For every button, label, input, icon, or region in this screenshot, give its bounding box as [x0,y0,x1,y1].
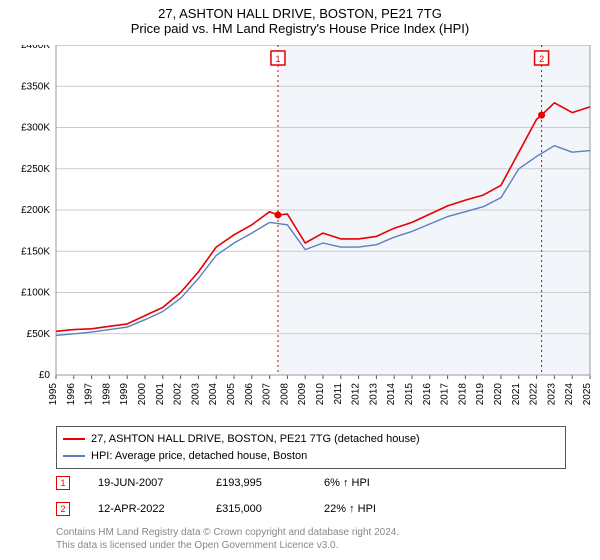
legend-swatch [63,455,85,457]
svg-text:2002: 2002 [173,383,184,406]
svg-text:£400K: £400K [21,45,50,51]
sale-marker-2: 2 [56,502,70,516]
svg-text:£200K: £200K [21,205,50,216]
chart-title-1: 27, ASHTON HALL DRIVE, BOSTON, PE21 7TG [0,0,600,21]
svg-text:£300K: £300K [21,123,50,134]
svg-text:1998: 1998 [101,383,112,406]
svg-text:2000: 2000 [137,383,148,406]
svg-text:2023: 2023 [546,383,557,406]
footer-line: This data is licensed under the Open Gov… [56,539,566,552]
svg-text:2014: 2014 [386,383,397,406]
svg-text:2011: 2011 [333,383,344,405]
svg-text:2012: 2012 [351,383,362,406]
svg-text:2004: 2004 [208,383,219,406]
svg-text:2021: 2021 [511,383,522,406]
svg-text:1997: 1997 [84,383,95,406]
svg-text:2006: 2006 [244,383,255,406]
chart-title-2: Price paid vs. HM Land Registry's House … [0,21,600,40]
svg-text:£250K: £250K [21,164,50,175]
footer-line: Contains HM Land Registry data © Crown c… [56,526,566,539]
svg-text:£50K: £50K [27,329,51,340]
svg-text:2009: 2009 [297,383,308,406]
svg-text:2007: 2007 [262,383,273,406]
legend-label: HPI: Average price, detached house, Bost… [91,448,307,465]
svg-text:1999: 1999 [119,383,130,406]
legend: 27, ASHTON HALL DRIVE, BOSTON, PE21 7TG … [56,426,566,469]
legend-item: 27, ASHTON HALL DRIVE, BOSTON, PE21 7TG … [63,431,559,448]
sale-price: £193,995 [216,477,296,489]
legend-item: HPI: Average price, detached house, Bost… [63,448,559,465]
svg-text:2008: 2008 [279,383,290,406]
svg-text:2: 2 [539,54,544,64]
line-chart: £0 £50K £100K £150K £200K £250K £300K £350K £400… [4,45,596,420]
legend-label: 27, ASHTON HALL DRIVE, BOSTON, PE21 7TG … [91,431,420,448]
svg-text:2015: 2015 [404,383,415,406]
svg-text:1995: 1995 [48,383,59,406]
sales-table: 1 19-JUN-2007 £193,995 6% ↑ HPI 2 12-APR… [56,470,566,522]
table-row: 2 12-APR-2022 £315,000 22% ↑ HPI [56,496,566,522]
svg-text:2013: 2013 [368,383,379,406]
svg-text:2017: 2017 [440,383,451,406]
sale-pct: 22% ↑ HPI [324,503,414,515]
svg-text:2020: 2020 [493,383,504,406]
svg-text:2018: 2018 [457,383,468,406]
svg-text:£0: £0 [39,370,51,381]
svg-text:2019: 2019 [475,383,486,406]
sale-date: 12-APR-2022 [98,503,188,515]
svg-text:£100K: £100K [21,288,50,299]
sale-pct: 6% ↑ HPI [324,477,414,489]
svg-text:2005: 2005 [226,383,237,406]
table-row: 1 19-JUN-2007 £193,995 6% ↑ HPI [56,470,566,496]
svg-text:2003: 2003 [190,383,201,406]
svg-text:2001: 2001 [155,383,166,406]
svg-text:£350K: £350K [21,81,50,92]
svg-text:2016: 2016 [422,383,433,406]
sale-price: £315,000 [216,503,296,515]
svg-text:2025: 2025 [582,383,593,406]
svg-text:2010: 2010 [315,383,326,406]
footer-attribution: Contains HM Land Registry data © Crown c… [56,526,566,552]
svg-text:£150K: £150K [21,246,50,257]
svg-text:1996: 1996 [66,383,77,406]
svg-text:2022: 2022 [529,383,540,406]
legend-swatch [63,438,85,440]
svg-text:1: 1 [275,54,280,64]
sale-marker-1: 1 [56,476,70,490]
svg-text:2024: 2024 [564,383,575,406]
sale-date: 19-JUN-2007 [98,477,188,489]
